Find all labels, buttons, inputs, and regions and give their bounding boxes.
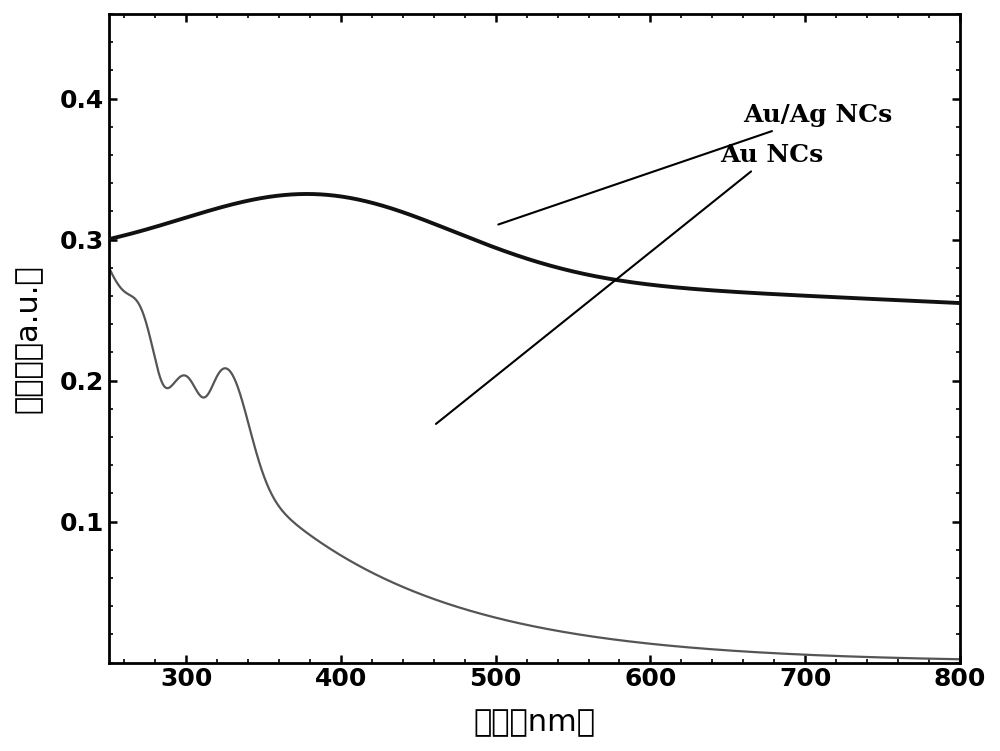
X-axis label: 波长（nm）: 波长（nm） <box>473 708 595 737</box>
Text: Au NCs: Au NCs <box>436 143 823 424</box>
Y-axis label: 吸光度（a.u.）: 吸光度（a.u.） <box>14 264 43 412</box>
Text: Au/Ag NCs: Au/Ag NCs <box>498 104 893 225</box>
